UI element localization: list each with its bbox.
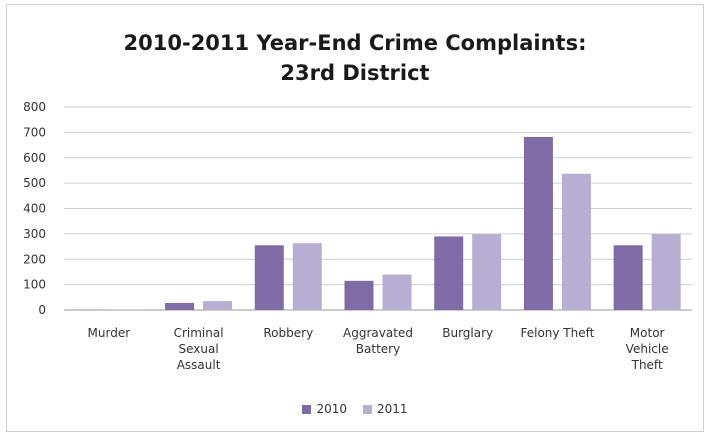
x-category-label: Motor Vehicle Theft <box>626 326 669 372</box>
y-tick-label: 800 <box>23 100 46 114</box>
legend-swatch-2010 <box>302 404 312 414</box>
legend-label-2011: 2011 <box>377 402 408 416</box>
bar-2011 <box>382 274 412 310</box>
chart-title-line-2: 23rd District <box>280 61 430 85</box>
bar-2010 <box>613 245 643 310</box>
y-tick-label: 300 <box>23 227 46 241</box>
legend-item-2010: 2010 <box>302 402 347 416</box>
bar-2011 <box>292 243 322 310</box>
bar-2010 <box>165 302 195 310</box>
bar-2010 <box>344 280 374 310</box>
bar-2010 <box>254 245 284 310</box>
chart-title: 2010-2011 Year-End Crime Complaints: 23r… <box>0 28 710 88</box>
chart-legend: 2010 2011 <box>0 402 710 416</box>
x-category-label: Criminal Sexual Assault <box>174 326 224 372</box>
bar-2011 <box>203 301 233 310</box>
y-tick-label: 100 <box>23 278 46 292</box>
x-category-label: Robbery <box>263 326 313 340</box>
legend-item-2011: 2011 <box>363 402 408 416</box>
y-tick-label: 700 <box>23 125 46 139</box>
x-category-label: Felony Theft <box>520 326 594 340</box>
y-tick-label: 500 <box>23 176 46 190</box>
chart-title-line-1: 2010-2011 Year-End Crime Complaints: <box>123 31 587 55</box>
bar-2011 <box>651 233 681 310</box>
y-tick-label: 400 <box>23 202 46 216</box>
bar-2010 <box>523 136 553 310</box>
legend-swatch-2011 <box>363 404 372 414</box>
bar-2011 <box>472 233 502 310</box>
x-category-label: Burglary <box>442 326 493 340</box>
x-category-label: Aggravated Battery <box>343 326 413 356</box>
y-tick-label: 600 <box>23 151 46 165</box>
bar-2011 <box>561 173 591 310</box>
x-category-label: Murder <box>88 326 131 340</box>
legend-label-2010: 2010 <box>316 402 347 416</box>
y-tick-label: 0 <box>38 303 46 317</box>
bar-2010 <box>434 236 464 310</box>
y-tick-label: 200 <box>23 252 46 266</box>
